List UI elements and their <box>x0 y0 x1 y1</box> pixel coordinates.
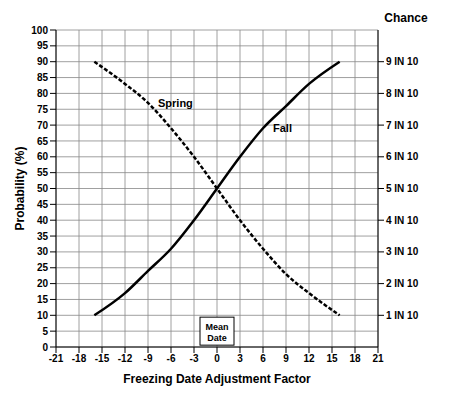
svg-text:0: 0 <box>42 342 48 353</box>
svg-text:90: 90 <box>37 56 49 67</box>
svg-text:8 IN 10: 8 IN 10 <box>386 88 419 99</box>
svg-text:21: 21 <box>372 353 384 364</box>
svg-text:Freezing Date Adjustment Facto: Freezing Date Adjustment Factor <box>123 372 311 386</box>
svg-text:6 IN 10: 6 IN 10 <box>386 151 419 162</box>
svg-text:65: 65 <box>37 136 49 147</box>
svg-text:2 IN 10: 2 IN 10 <box>386 278 419 289</box>
svg-text:55: 55 <box>37 167 49 178</box>
svg-text:18: 18 <box>349 353 361 364</box>
svg-text:1 IN 10: 1 IN 10 <box>386 310 419 321</box>
svg-text:40: 40 <box>37 215 49 226</box>
svg-text:20: 20 <box>37 278 49 289</box>
svg-text:35: 35 <box>37 231 49 242</box>
svg-text:9: 9 <box>283 353 289 364</box>
svg-text:5 IN 10: 5 IN 10 <box>386 183 419 194</box>
svg-text:Chance: Chance <box>384 11 428 25</box>
svg-text:60: 60 <box>37 151 49 162</box>
svg-text:Spring: Spring <box>158 97 193 109</box>
svg-text:-9: -9 <box>144 353 153 364</box>
svg-text:85: 85 <box>37 72 49 83</box>
svg-text:70: 70 <box>37 120 49 131</box>
svg-text:0: 0 <box>214 353 220 364</box>
svg-text:3: 3 <box>237 353 243 364</box>
svg-text:-12: -12 <box>118 353 133 364</box>
svg-text:Probability (%): Probability (%) <box>13 146 27 230</box>
svg-text:80: 80 <box>37 88 49 99</box>
svg-text:4 IN 10: 4 IN 10 <box>386 215 419 226</box>
svg-text:95: 95 <box>37 40 49 51</box>
svg-text:9 IN 10: 9 IN 10 <box>386 56 419 67</box>
svg-text:5: 5 <box>42 326 48 337</box>
svg-text:Fall: Fall <box>273 122 292 134</box>
svg-text:Date: Date <box>207 333 227 343</box>
svg-text:6: 6 <box>260 353 266 364</box>
svg-text:15: 15 <box>326 353 338 364</box>
svg-text:-6: -6 <box>167 353 176 364</box>
svg-text:45: 45 <box>37 199 49 210</box>
svg-text:10: 10 <box>37 310 49 321</box>
svg-text:-15: -15 <box>95 353 110 364</box>
svg-text:25: 25 <box>37 262 49 273</box>
svg-text:-3: -3 <box>190 353 199 364</box>
svg-text:Mean: Mean <box>205 322 228 332</box>
svg-text:50: 50 <box>37 183 49 194</box>
svg-text:15: 15 <box>37 294 49 305</box>
svg-text:30: 30 <box>37 246 49 257</box>
svg-text:-21: -21 <box>49 353 64 364</box>
svg-text:75: 75 <box>37 104 49 115</box>
svg-text:-18: -18 <box>72 353 87 364</box>
svg-text:3 IN 10: 3 IN 10 <box>386 246 419 257</box>
svg-text:100: 100 <box>31 25 48 36</box>
svg-text:7 IN 10: 7 IN 10 <box>386 120 419 131</box>
svg-text:12: 12 <box>303 353 315 364</box>
